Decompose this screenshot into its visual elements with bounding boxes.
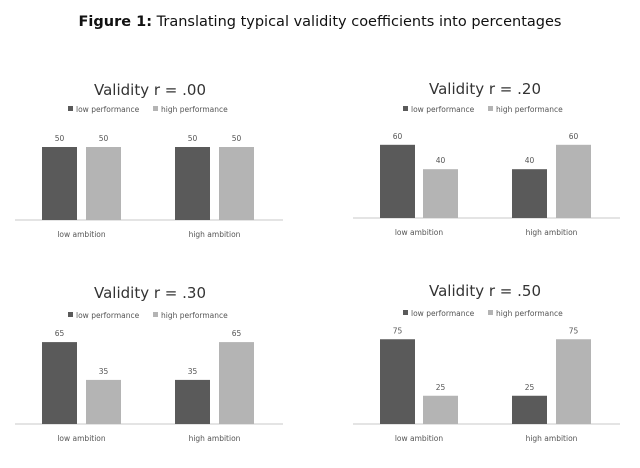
subplot-2: Validity r = .20 low performance high perf… bbox=[353, 80, 620, 237]
legend-label: low performance bbox=[411, 105, 475, 114]
legend-swatch bbox=[488, 310, 493, 315]
data-label: 50 bbox=[188, 134, 198, 143]
category-label: high ambition bbox=[526, 228, 578, 237]
subplot-title: Validity r = .20 bbox=[429, 80, 541, 98]
bar bbox=[42, 342, 77, 424]
figure-title-text: Translating typical validity coefficient… bbox=[156, 14, 562, 30]
data-label: 60 bbox=[393, 132, 403, 141]
legend-swatch bbox=[403, 310, 408, 315]
bar bbox=[219, 147, 254, 220]
bar bbox=[175, 379, 210, 424]
subplot-title: Validity r = .30 bbox=[94, 284, 206, 302]
bar bbox=[556, 339, 591, 424]
figure-label: Figure 1: bbox=[78, 14, 153, 30]
legend-swatch bbox=[403, 106, 408, 111]
legend-swatch bbox=[488, 106, 493, 111]
data-label: 65 bbox=[232, 329, 242, 338]
data-label: 50 bbox=[55, 134, 65, 143]
data-label: 40 bbox=[436, 156, 446, 165]
data-label: 35 bbox=[99, 367, 109, 376]
subplot-1: Validity r = .00 low performance high perf… bbox=[15, 81, 283, 239]
bar bbox=[42, 147, 77, 220]
legend-swatch bbox=[153, 312, 158, 317]
legend-label: high performance bbox=[161, 311, 228, 320]
subplot-3: Validity r = .30 low performance high perf… bbox=[15, 284, 283, 443]
legend-swatch bbox=[153, 106, 158, 111]
data-label: 75 bbox=[569, 326, 579, 335]
bar bbox=[86, 147, 121, 220]
data-label: 50 bbox=[99, 134, 109, 143]
bar bbox=[219, 342, 254, 424]
bar bbox=[380, 339, 415, 424]
category-label: low ambition bbox=[395, 228, 444, 237]
bar bbox=[512, 395, 547, 424]
legend-label: high performance bbox=[161, 105, 228, 114]
data-label: 50 bbox=[232, 134, 242, 143]
bar bbox=[175, 147, 210, 220]
bar bbox=[556, 144, 591, 218]
bar bbox=[512, 169, 547, 218]
data-label: 40 bbox=[525, 156, 535, 165]
bar bbox=[86, 379, 121, 424]
legend-label: high performance bbox=[496, 105, 563, 114]
data-label: 25 bbox=[525, 383, 535, 392]
bar bbox=[380, 144, 415, 218]
data-label: 75 bbox=[393, 326, 403, 335]
bar bbox=[423, 395, 458, 424]
legend-label: low performance bbox=[76, 105, 140, 114]
subplot-title: Validity r = .00 bbox=[94, 81, 206, 99]
legend-label: low performance bbox=[76, 311, 140, 320]
subplot-title: Validity r = .50 bbox=[429, 282, 541, 300]
data-label: 25 bbox=[436, 383, 446, 392]
subplot-4: Validity r = .50 low performance high perf… bbox=[353, 282, 620, 443]
category-label: high ambition bbox=[189, 230, 241, 239]
category-label: low ambition bbox=[57, 230, 106, 239]
legend-swatch bbox=[68, 312, 73, 317]
category-label: high ambition bbox=[526, 434, 578, 443]
data-label: 65 bbox=[55, 329, 65, 338]
category-label: low ambition bbox=[395, 434, 444, 443]
data-label: 35 bbox=[188, 367, 198, 376]
data-label: 60 bbox=[569, 132, 579, 141]
figure-title: Figure 1: Translating typical validity c… bbox=[0, 14, 640, 30]
legend-label: low performance bbox=[411, 309, 475, 318]
bar bbox=[423, 169, 458, 218]
legend-label: high performance bbox=[496, 309, 563, 318]
legend-swatch bbox=[68, 106, 73, 111]
category-label: low ambition bbox=[57, 434, 106, 443]
category-label: high ambition bbox=[189, 434, 241, 443]
